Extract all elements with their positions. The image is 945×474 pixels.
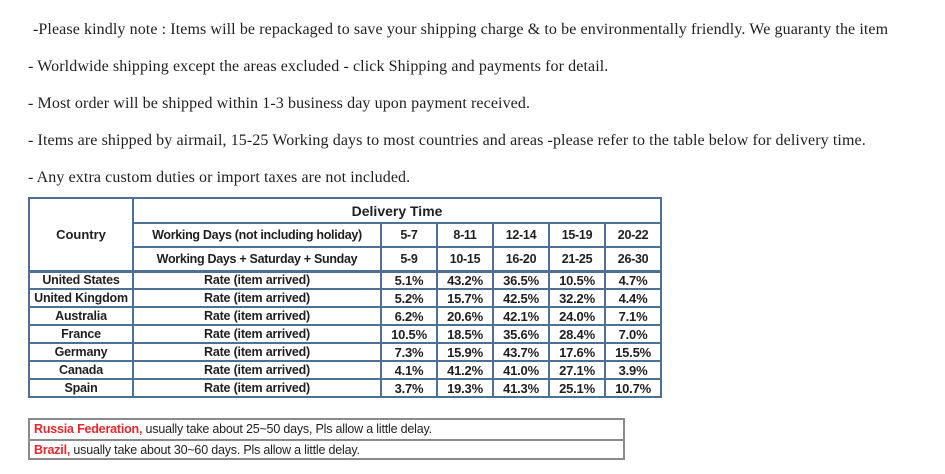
rate-value-cell: 10.7% [603, 378, 663, 398]
rate-label-cell: Rate (item arrived) [132, 378, 382, 398]
rate-value-cell: 3.7% [380, 378, 438, 398]
note-worldwide-shipping: - Worldwide shipping except the areas ex… [28, 58, 609, 75]
range-cell: 5-9 [380, 246, 438, 272]
country-cell: United Kingdom [28, 288, 134, 308]
footnote-brazil: Brazil, usually take about 30~60 days. P… [30, 439, 623, 458]
rate-value-cell: 15.5% [603, 342, 663, 362]
note-ship-time: - Most order will be shipped within 1-3 … [28, 95, 531, 112]
table-row-united-states: United States Rate (item arrived) 5.1% 4… [28, 269, 663, 290]
rate-label-cell: Rate (item arrived) [132, 324, 382, 344]
rate-value-cell: 4.1% [380, 360, 438, 380]
rate-value-cell: 41.0% [492, 360, 550, 380]
country-cell: Canada [28, 360, 134, 380]
range-cell: 16-20 [492, 246, 550, 272]
range-cell: 20-22 [603, 222, 663, 248]
rate-value-cell: 6.2% [380, 306, 438, 326]
country-cell: Australia [28, 306, 134, 326]
rate-value-cell: 10.5% [380, 324, 438, 344]
table-row-australia: Australia Rate (item arrived) 6.2% 20.6%… [28, 306, 663, 326]
rate-value-cell: 28.4% [548, 324, 606, 344]
table-row-germany: Germany Rate (item arrived) 7.3% 15.9% 4… [28, 342, 663, 362]
rate-label-cell: Rate (item arrived) [132, 306, 382, 326]
rate-label-cell: Rate (item arrived) [132, 288, 382, 308]
rate-value-cell: 20.6% [436, 306, 494, 326]
range-cell: 21-25 [548, 246, 606, 272]
delivery-time-header: Delivery Time [131, 197, 663, 224]
working-days-weekend-label: Working Days + Saturday + Sunday [132, 246, 382, 272]
rate-value-cell: 35.6% [492, 324, 550, 344]
rate-value-cell: 43.2% [436, 269, 494, 290]
range-cell: 8-11 [436, 222, 494, 248]
rate-value-cell: 7.0% [603, 324, 663, 344]
table-row-canada: Canada Rate (item arrived) 4.1% 41.2% 41… [28, 360, 663, 380]
table-row-france: France Rate (item arrived) 10.5% 18.5% 3… [28, 324, 663, 344]
rate-value-cell: 42.1% [492, 306, 550, 326]
footnote-brazil-text: usually take about 30~60 days. Pls allow… [70, 443, 360, 457]
delivery-time-table: Country Delivery Time Working Days (not … [28, 197, 663, 398]
country-cell: France [28, 324, 134, 344]
range-cell: 10-15 [436, 246, 494, 272]
rate-value-cell: 42.5% [492, 288, 550, 308]
rate-label-cell: Rate (item arrived) [132, 342, 382, 362]
rate-value-cell: 36.5% [492, 269, 550, 290]
rate-value-cell: 43.7% [492, 342, 550, 362]
footnote-russia-text: usually take about 25~50 days, Pls allow… [142, 422, 433, 436]
note-airmail: - Items are shipped by airmail, 15-25 Wo… [28, 132, 866, 149]
rate-value-cell: 15.9% [436, 342, 494, 362]
working-days-label: Working Days (not including holiday) [132, 222, 382, 248]
table-row-united-kingdom: United Kingdom Rate (item arrived) 5.2% … [28, 288, 663, 308]
footnote-russia: Russia Federation, usually take about 25… [30, 420, 623, 439]
rate-value-cell: 25.1% [548, 378, 606, 398]
footnotes-box: Russia Federation, usually take about 25… [28, 418, 625, 460]
rate-value-cell: 10.5% [548, 269, 606, 290]
range-cell: 15-19 [548, 222, 606, 248]
table-header-row: Country Delivery Time [28, 197, 663, 272]
note-repackaged: -Please kindly note : Items will be repa… [33, 21, 889, 38]
footnote-brazil-country: Brazil, [34, 443, 71, 457]
rate-value-cell: 5.2% [380, 288, 438, 308]
rate-value-cell: 4.4% [603, 288, 663, 308]
rate-value-cell: 3.9% [603, 360, 663, 380]
rate-value-cell: 32.2% [548, 288, 606, 308]
working-days-row: Working Days (not including holiday) 5-7… [29, 222, 663, 248]
rate-value-cell: 7.3% [380, 342, 438, 362]
note-custom-duties: - Any extra custom duties or import taxe… [28, 169, 411, 186]
table-row-spain: Spain Rate (item arrived) 3.7% 19.3% 41.… [28, 378, 663, 398]
working-days-weekend-row: Working Days + Saturday + Sunday 5-9 10-… [29, 246, 663, 272]
rate-value-cell: 27.1% [548, 360, 606, 380]
range-cell: 26-30 [603, 246, 663, 272]
rate-value-cell: 4.7% [603, 269, 663, 290]
range-cell: 5-7 [380, 222, 438, 248]
rate-value-cell: 18.5% [436, 324, 494, 344]
country-cell: Spain [28, 378, 134, 398]
rate-value-cell: 41.2% [436, 360, 494, 380]
rate-value-cell: 41.3% [492, 378, 550, 398]
country-cell: Germany [28, 342, 134, 362]
rate-value-cell: 19.3% [436, 378, 494, 398]
range-cell: 12-14 [492, 222, 550, 248]
rate-value-cell: 17.6% [548, 342, 606, 362]
rate-label-cell: Rate (item arrived) [132, 269, 382, 290]
rate-value-cell: 7.1% [603, 306, 663, 326]
footnote-russia-country: Russia Federation, [34, 422, 143, 436]
country-column-header: Country [28, 197, 134, 272]
rate-label-cell: Rate (item arrived) [132, 360, 382, 380]
rate-value-cell: 24.0% [548, 306, 606, 326]
rate-value-cell: 5.1% [380, 269, 438, 290]
country-cell: United States [28, 269, 134, 290]
rate-value-cell: 15.7% [436, 288, 494, 308]
